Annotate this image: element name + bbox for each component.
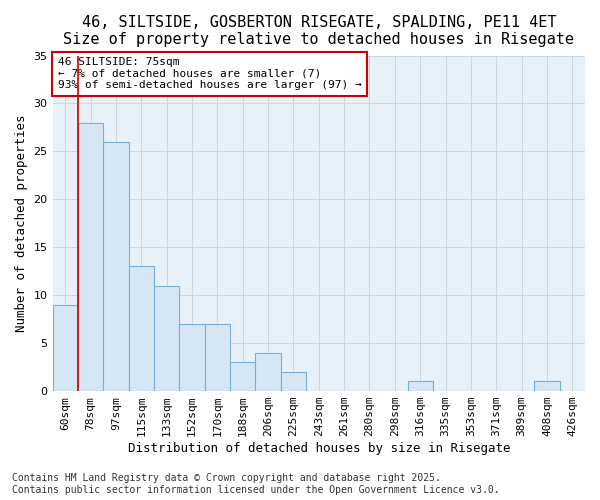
Bar bbox=[407, 382, 433, 391]
Bar bbox=[230, 362, 256, 391]
X-axis label: Distribution of detached houses by size in Risegate: Distribution of detached houses by size … bbox=[128, 442, 510, 455]
Bar bbox=[281, 372, 306, 391]
Text: Contains HM Land Registry data © Crown copyright and database right 2025.
Contai: Contains HM Land Registry data © Crown c… bbox=[12, 474, 500, 495]
Bar bbox=[205, 324, 230, 391]
Bar bbox=[128, 266, 154, 391]
Bar bbox=[256, 352, 281, 391]
Bar bbox=[154, 286, 179, 391]
Bar bbox=[179, 324, 205, 391]
Bar bbox=[534, 382, 560, 391]
Title: 46, SILTSIDE, GOSBERTON RISEGATE, SPALDING, PE11 4ET
Size of property relative t: 46, SILTSIDE, GOSBERTON RISEGATE, SPALDI… bbox=[63, 15, 574, 48]
Text: 46 SILTSIDE: 75sqm
← 7% of detached houses are smaller (7)
93% of semi-detached : 46 SILTSIDE: 75sqm ← 7% of detached hous… bbox=[58, 57, 362, 90]
Bar bbox=[103, 142, 128, 391]
Y-axis label: Number of detached properties: Number of detached properties bbox=[15, 114, 28, 332]
Bar bbox=[53, 305, 78, 391]
Bar bbox=[78, 122, 103, 391]
